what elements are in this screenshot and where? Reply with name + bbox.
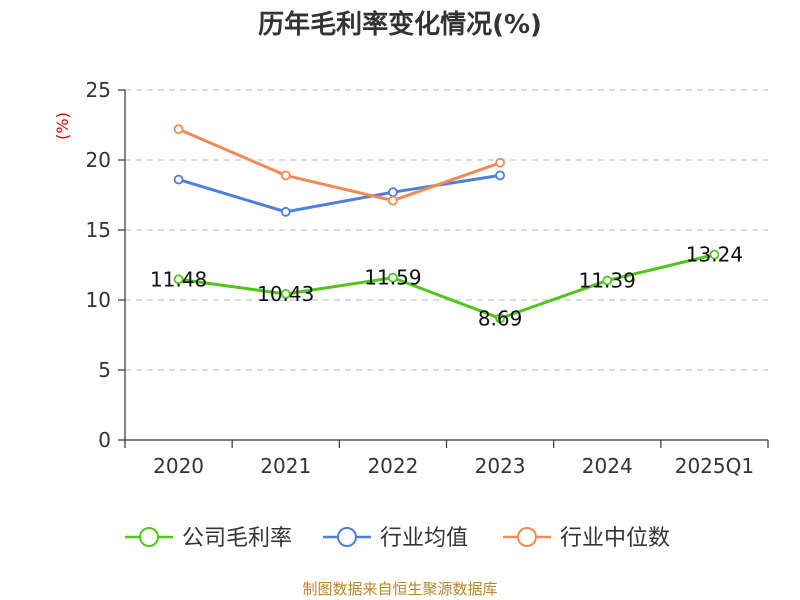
data-point (173, 274, 184, 285)
x-tick-label: 2020 (153, 454, 204, 478)
data-point (495, 170, 505, 181)
data-point (495, 313, 505, 324)
data-label: 11.48 (150, 267, 207, 291)
source-note: 制图数据来自恒生聚源数据库 (302, 580, 497, 598)
legend-item: 行业中位数 (503, 526, 670, 551)
y-tick-label: 10 (86, 288, 111, 312)
data-point (388, 272, 398, 283)
legend-label: 公司毛利率 (182, 526, 292, 551)
legend-label: 行业中位数 (560, 526, 670, 551)
series-line (178, 253, 715, 320)
data-label: 11.59 (364, 266, 421, 290)
data-point (709, 249, 720, 260)
series-line (178, 173, 501, 214)
axes: 0 5 10 15 20 25 2020 2021 2022 2023 2024 2025Q1 (86, 78, 769, 478)
legend-label: 行业均值 (380, 526, 468, 551)
x-tick-label: 2025Q1 (675, 454, 754, 478)
data-point (495, 157, 505, 168)
data-label: 13.24 (686, 243, 743, 267)
x-tick-label: 2021 (260, 454, 311, 478)
grid (125, 89, 768, 371)
x-tick-label: 2023 (475, 454, 526, 478)
chart-title: 历年毛利率变化情况(%) (258, 9, 542, 40)
series-2 (173, 124, 505, 206)
legend-item: 公司毛利率 (125, 526, 292, 551)
legend: 公司毛利率 行业均值 行业中位数 (125, 526, 670, 551)
legend-marker (337, 527, 357, 547)
data-point (280, 206, 291, 217)
legend-marker (139, 527, 159, 547)
data-point (388, 187, 398, 198)
data-point (173, 174, 184, 185)
series-line (177, 127, 501, 203)
data-point (602, 275, 613, 286)
x-tick-label: 2022 (367, 454, 418, 478)
data-label: 10.43 (257, 282, 314, 306)
data-label: 8.69 (478, 306, 523, 330)
y-axis-unit: (%) (53, 112, 72, 140)
legend-item: 行业均值 (323, 526, 468, 551)
series-group: 11.48 10.43 11.59 8.69 11.39 13.24 (150, 124, 743, 331)
y-tick-label: 20 (86, 148, 111, 172)
data-point (173, 124, 184, 135)
data-point (280, 289, 291, 299)
y-tick-label: 15 (86, 218, 111, 242)
y-tick-label: 0 (98, 428, 111, 452)
data-label: 11.39 (579, 269, 636, 293)
y-tick-label: 25 (86, 78, 111, 102)
x-tick-label: 2024 (582, 454, 633, 478)
data-point (280, 170, 291, 181)
legend-marker (517, 527, 537, 547)
data-point (388, 195, 398, 206)
series-0: 11.48 10.43 11.59 8.69 11.39 13.24 (150, 243, 743, 331)
y-tick-label: 5 (98, 358, 111, 382)
